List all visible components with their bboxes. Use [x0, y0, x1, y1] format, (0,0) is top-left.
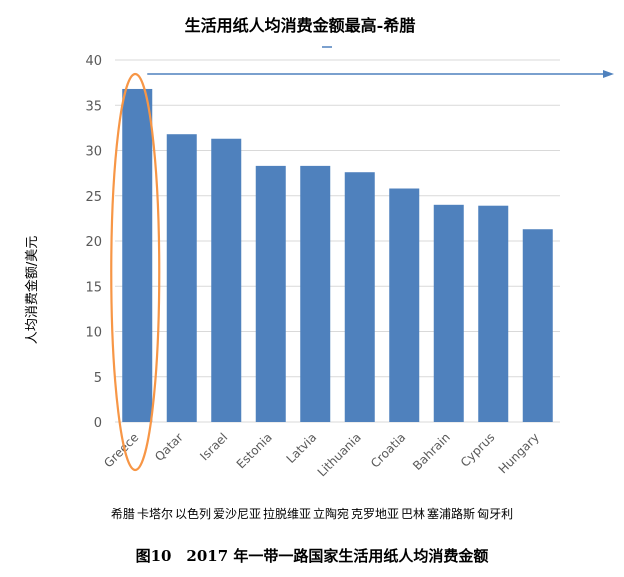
x-category-label: Latvia	[284, 430, 320, 466]
chart-title: 生活用纸人均消费金额最高-希腊	[185, 16, 416, 35]
x-category-label: Israel	[197, 430, 230, 463]
bar-cyprus	[478, 205, 509, 422]
y-tick-label: 35	[85, 99, 102, 114]
y-tick-label: 0	[94, 416, 102, 431]
cn-country-name: 爱沙尼亚	[212, 507, 261, 521]
bar-qatar	[166, 134, 197, 422]
bars	[122, 88, 553, 423]
x-category-label: Cyprus	[458, 430, 498, 470]
bar-israel	[211, 138, 242, 423]
y-tick-label: 30	[85, 145, 102, 160]
y-axis-label: 人均消费金额/美元	[24, 236, 40, 344]
cn-country-name: 立陶宛	[313, 507, 350, 521]
bar-croatia	[389, 188, 420, 422]
bar-greece	[122, 88, 153, 423]
y-tick-label: 15	[85, 280, 102, 295]
cn-country-name: 以色列	[174, 507, 211, 521]
chinese-country-names: 希腊 卡塔尔 以色列 爱沙尼亚 拉脱维亚 立陶宛 克罗地亚 巴林 塞浦路斯 匈牙利	[0, 505, 624, 522]
cn-country-name: 希腊	[110, 507, 135, 521]
cn-country-name: 塞浦路斯	[427, 507, 476, 521]
cn-country-name: 卡塔尔	[136, 507, 173, 521]
y-axis-ticks: 0 5 10 15 20 25 30 35 40	[85, 54, 102, 431]
bar-estonia	[255, 165, 286, 422]
cn-country-name: 拉脱维亚	[262, 507, 311, 521]
x-category-label: Croatia	[368, 430, 408, 470]
x-category-label: Lithuania	[315, 430, 364, 479]
x-category-label: Hungary	[496, 430, 542, 476]
annotations	[110, 69, 614, 472]
x-category-label: Bahrain	[410, 430, 453, 473]
cn-country-name: 克罗地亚	[351, 507, 400, 521]
y-tick-label: 10	[85, 326, 102, 341]
x-category-label: Estonia	[234, 430, 275, 471]
bar-latvia	[300, 165, 331, 422]
figure-caption: 图10 2017 年一带一路国家生活用纸人均消费金额	[135, 547, 489, 565]
bar-bahrain	[433, 204, 464, 422]
y-tick-label: 5	[94, 371, 102, 386]
y-tick-label: 25	[85, 190, 102, 205]
arrow-head-icon	[603, 69, 614, 78]
x-category-label: Qatar	[152, 430, 186, 464]
bar-lithuania	[344, 172, 375, 422]
cn-country-name: 巴林	[401, 507, 426, 521]
y-tick-label: 40	[85, 54, 102, 69]
y-tick-label: 20	[85, 235, 102, 250]
bar-hungary	[522, 229, 553, 422]
cn-country-name: 匈牙利	[477, 507, 514, 521]
highlight-ellipse	[110, 72, 161, 472]
